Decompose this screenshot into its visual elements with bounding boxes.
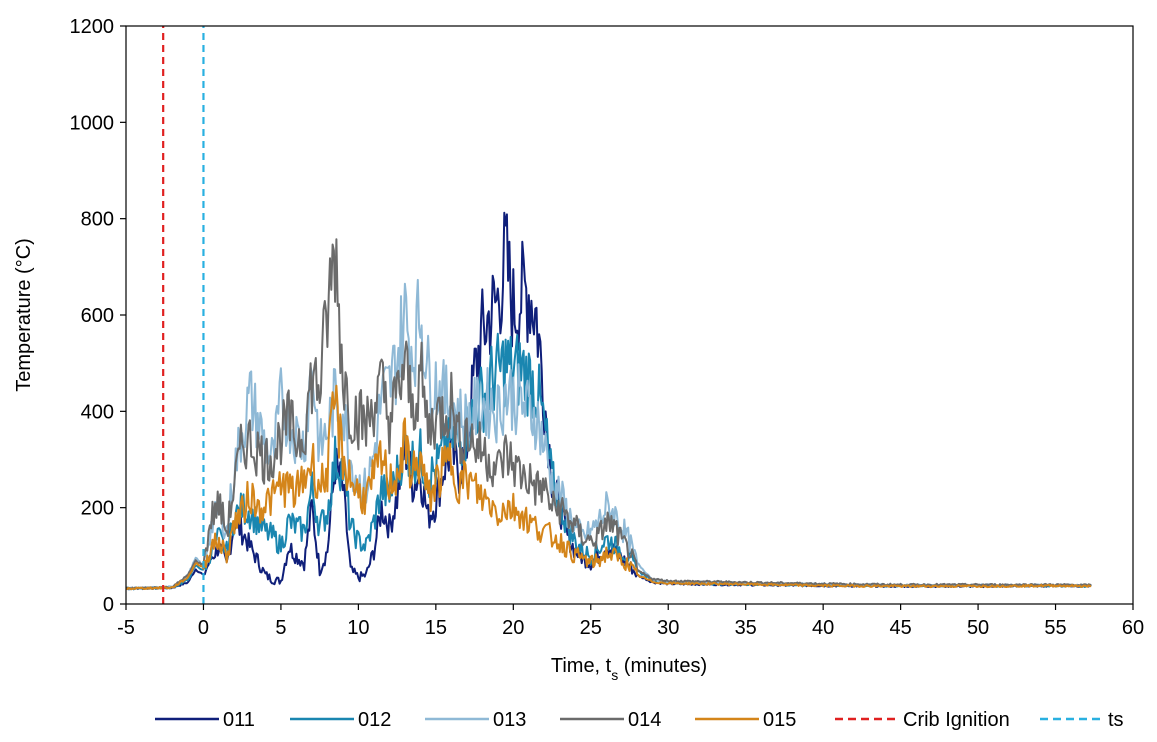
x-tick-label: 0 [198, 617, 209, 639]
x-axis-label-main: Time, t [551, 655, 612, 677]
y-tick-label: 400 [81, 401, 114, 423]
y-tick-label: 0 [103, 594, 114, 616]
x-tick-label: 45 [889, 617, 911, 639]
y-tick-label: 600 [81, 305, 114, 327]
x-tick-label: 5 [275, 617, 286, 639]
y-tick-label: 200 [81, 498, 114, 520]
x-tick-label: 10 [347, 617, 369, 639]
y-axis-label: Temperature (°C) [13, 238, 35, 392]
x-tick-label: 15 [425, 617, 447, 639]
x-tick-label: 60 [1122, 617, 1144, 639]
legend-label-013: 013 [493, 709, 526, 731]
y-tick-label: 1000 [70, 112, 115, 134]
y-axis-ticks: 0 200 400 600 800 1000 1200 [70, 16, 126, 616]
x-axis-label-subscript: s [611, 667, 618, 683]
x-axis-label: Time, ts (minutes) [551, 655, 707, 683]
legend: 011 012 013 014 015 Crib Ignition ts [155, 709, 1124, 731]
series-line-015 [125, 384, 1092, 591]
legend-label-014: 014 [628, 709, 661, 731]
x-tick-label: 30 [657, 617, 679, 639]
plot-lines [125, 26, 1092, 604]
y-tick-label: 1200 [70, 16, 115, 38]
legend-label-012: 012 [358, 709, 391, 731]
y-tick-label: 800 [81, 209, 114, 231]
x-tick-label: 20 [502, 617, 524, 639]
x-tick-label: 25 [580, 617, 602, 639]
legend-label-011: 011 [223, 709, 255, 731]
x-tick-label: 35 [735, 617, 757, 639]
series-line-014 [125, 238, 1092, 591]
plot-area-frame [125, 25, 1134, 605]
legend-label-crib-ignition: Crib Ignition [903, 709, 1010, 731]
x-axis-ticks: -5 0 5 10 15 20 25 30 35 40 45 50 55 60 [117, 604, 1144, 639]
x-tick-label: 55 [1044, 617, 1066, 639]
x-tick-label: 40 [812, 617, 834, 639]
x-tick-label: -5 [117, 617, 135, 639]
x-tick-label: 50 [967, 617, 989, 639]
x-axis-label-suffix: (minutes) [618, 655, 707, 677]
legend-label-015: 015 [763, 709, 796, 731]
legend-label-ts: ts [1108, 709, 1124, 731]
